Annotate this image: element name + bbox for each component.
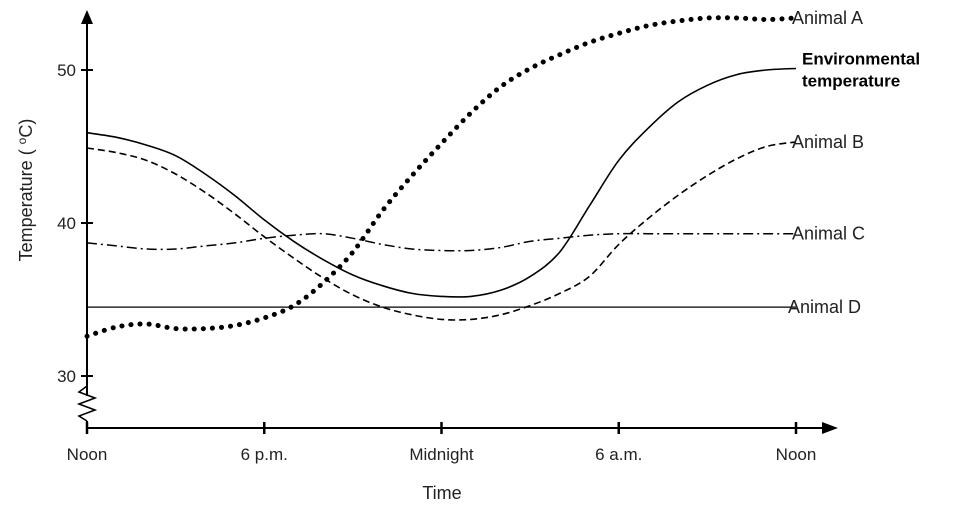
series-label-animal-a: Animal A — [792, 8, 863, 28]
series-label-animal-c: Animal C — [792, 224, 865, 244]
x-tick-label: Noon — [67, 445, 108, 464]
x-axis-title: Time — [422, 483, 461, 503]
x-tick-label: Midnight — [409, 445, 474, 464]
x-tick-label: 6 p.m. — [241, 445, 288, 464]
y-axis-arrow — [81, 10, 93, 24]
series-layer — [84, 15, 799, 339]
series-line-environmental-temperature — [86, 67, 797, 298]
y-tick-label: 40 — [57, 214, 76, 233]
series-line-animal-b — [86, 141, 797, 321]
axes — [76, 10, 838, 434]
series-line-animal-a — [84, 15, 799, 339]
series-label-environmental-temperature: Environmental temperature — [802, 49, 920, 90]
series-labels: Animal A Environmental temperature Animal B… — [788, 8, 920, 317]
series-label-animal-d: Animal D — [788, 297, 861, 317]
x-tick-label: Noon — [776, 445, 817, 464]
x-axis-arrow — [822, 422, 838, 434]
x-tick-label: 6 a.m. — [595, 445, 642, 464]
y-tick-label: 30 — [57, 367, 76, 386]
y-axis-title: Temperature ( oC) — [15, 119, 36, 262]
axis-break-zigzag — [76, 385, 98, 422]
y-tick-label: 50 — [57, 61, 76, 80]
ticks-layer: Noon 6 p.m. Midnight 6 a.m. Noon 30 40 50 — [57, 61, 816, 464]
series-line-animal-c — [86, 232, 796, 252]
series-label-animal-b: Animal B — [792, 132, 864, 152]
